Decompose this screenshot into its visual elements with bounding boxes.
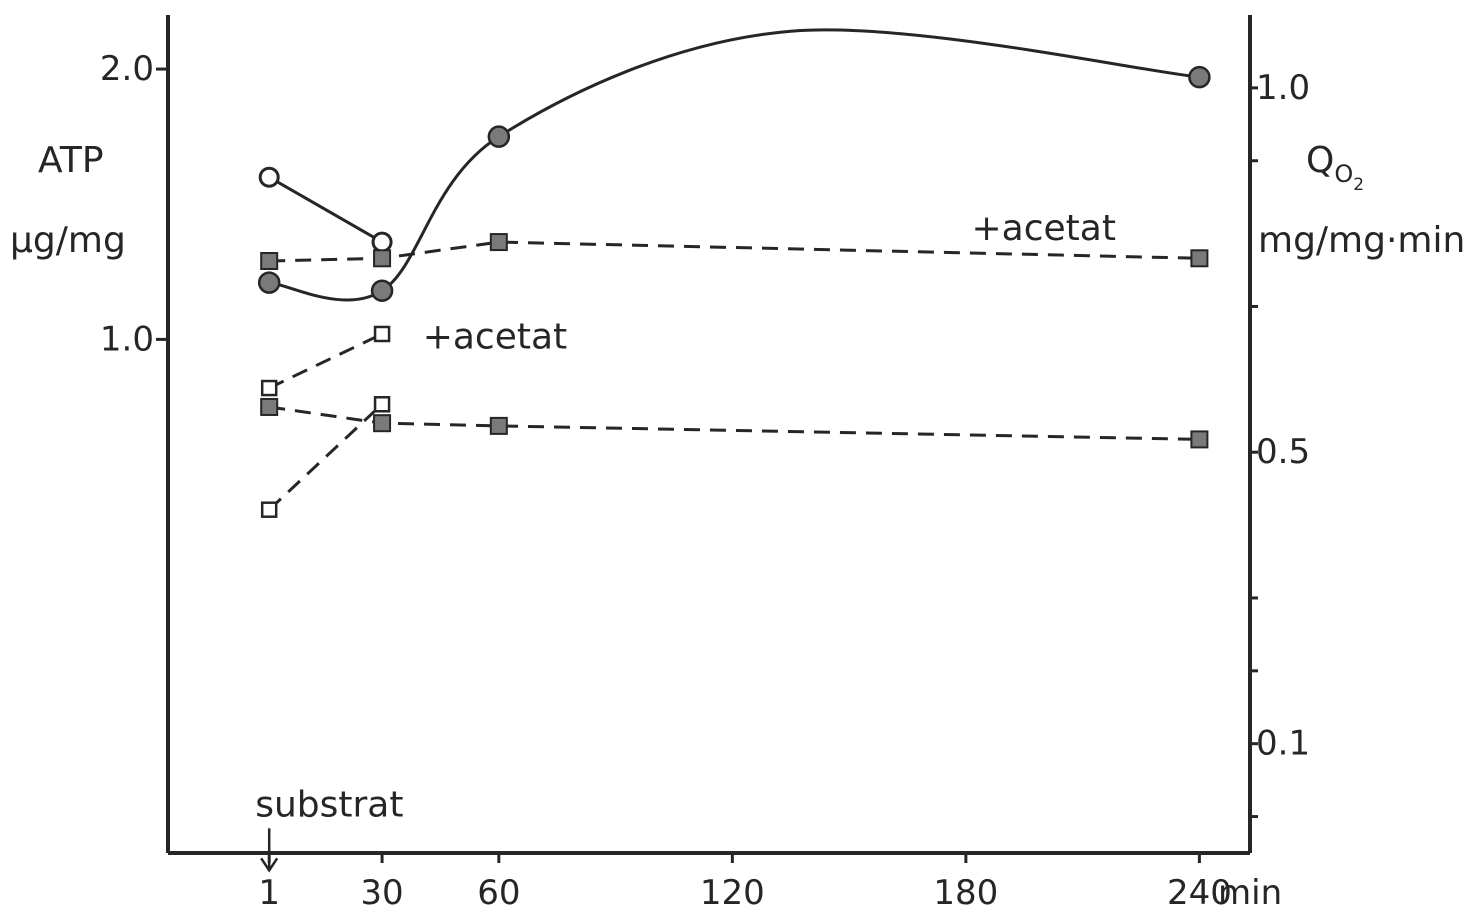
- series-layer: [268, 28, 1200, 511]
- series-3-point-0: [260, 379, 278, 397]
- x-tick-label-5: 240: [1167, 873, 1232, 910]
- series-1-point-3: [1188, 65, 1211, 89]
- x-tick-label-1: 30: [360, 873, 403, 910]
- series-5-line: [268, 405, 1200, 441]
- series-0-point-0: [258, 166, 280, 188]
- right-axis-title-sub: O: [1334, 160, 1353, 188]
- series-0-point-1: [371, 231, 393, 253]
- right-axis-title-main: Q: [1306, 140, 1334, 181]
- series-1-point-0: [257, 271, 281, 294]
- x-tick-label-0: 1: [258, 873, 280, 910]
- series-2-line: [269, 240, 1200, 263]
- right-axis-unit: mg/mg·min: [1258, 220, 1465, 261]
- series-5-point-1: [373, 414, 392, 433]
- series-3-point-1: [373, 325, 391, 343]
- series-1-line: [269, 28, 1200, 302]
- right-axis-title: QO2: [1306, 140, 1364, 195]
- series-2-point-3: [1190, 249, 1209, 268]
- x-tick-label-4: 180: [933, 873, 998, 910]
- ticks-layer: 1 30 60 120 180 240 2.0 1.0 1.0 0.5 0.1: [100, 49, 1310, 910]
- left-axis-title: ATP: [38, 140, 104, 181]
- series-0-line: [268, 175, 383, 244]
- left-tick-label-0: 2.0: [100, 49, 154, 89]
- right-tick-label-1: 0.5: [1256, 432, 1310, 472]
- substrat-arrow: [260, 828, 279, 873]
- right-axis-title-subsub: 2: [1353, 175, 1364, 195]
- x-tick-label-3: 120: [700, 873, 765, 910]
- series-1-point-2: [487, 125, 511, 148]
- annotation-acetat-upper: +acetat: [971, 208, 1115, 249]
- left-axis-unit: µg/mg: [10, 220, 126, 261]
- series-4-point-0: [260, 501, 278, 518]
- x-tick-label-2: 60: [477, 873, 520, 910]
- right-tick-label-2: 0.1: [1256, 724, 1310, 764]
- series-2-point-2: [489, 233, 508, 252]
- series-3-line: [268, 332, 383, 390]
- right-tick-label-0: 1.0: [1256, 68, 1310, 108]
- series-4-point-1: [373, 396, 391, 413]
- series-5-point-0: [260, 397, 279, 416]
- series-4-line: [268, 403, 384, 511]
- annotation-acetat-lower: +acetat: [423, 317, 567, 358]
- annotation-substrat: substrat: [255, 784, 403, 825]
- series-5-point-2: [489, 416, 508, 435]
- left-tick-label-1: 1.0: [100, 319, 154, 359]
- series-2-point-0: [260, 251, 279, 270]
- markers-layer: [257, 65, 1211, 518]
- series-5-point-3: [1190, 430, 1209, 449]
- series-1-point-1: [370, 279, 394, 302]
- series-2-point-1: [373, 249, 392, 268]
- x-axis-unit: min: [1218, 873, 1282, 910]
